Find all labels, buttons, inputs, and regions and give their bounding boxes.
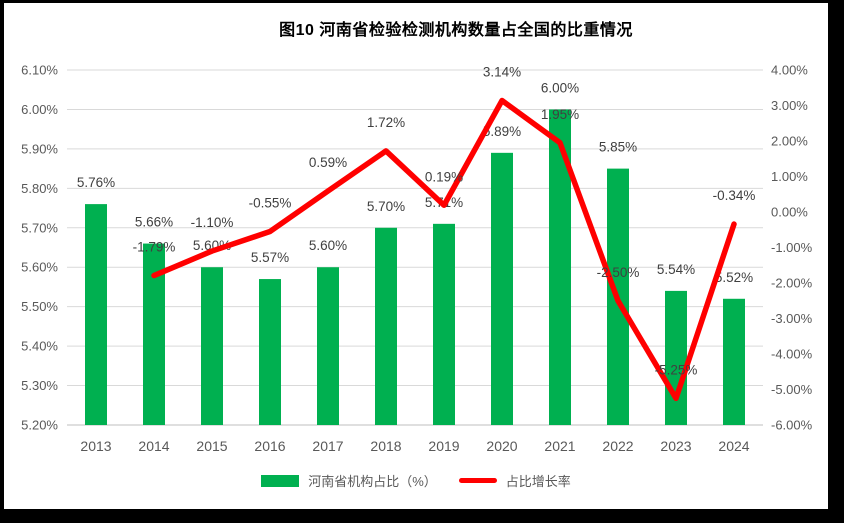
line-label-2019: 0.19% (425, 169, 463, 184)
line-label-2015: -1.10% (191, 215, 234, 230)
left-axis-tick: 5.40% (21, 339, 58, 354)
x-axis-label-2016: 2016 (254, 438, 285, 454)
x-axis-label-2013: 2013 (80, 438, 111, 454)
x-axis-label-2015: 2015 (196, 438, 227, 454)
x-axis-label-2023: 2023 (660, 438, 691, 454)
legend-line-label: 占比增长率 (505, 474, 571, 489)
right-axis-tick: 0.00% (771, 205, 808, 220)
line-label-2021: 1.95% (541, 107, 579, 122)
left-axis-tick: 5.20% (21, 418, 58, 433)
right-axis-tick: -4.00% (771, 347, 813, 362)
bar-2015 (201, 267, 223, 425)
bar-2021 (549, 109, 571, 425)
line-label-2023: -5.25% (655, 362, 698, 377)
bar-label-2017: 5.60% (309, 238, 347, 253)
bar-2019 (433, 223, 455, 425)
left-axis-tick: 5.30% (21, 378, 58, 393)
right-axis-tick: -1.00% (771, 240, 813, 255)
bar-label-2022: 5.85% (599, 140, 637, 155)
legend-bar-label: 河南省机构占比（%） (308, 474, 437, 489)
bar-2017 (317, 267, 339, 425)
plot-area: 6.10% 6.00% 5.90% 5.80% 5.70% 5.60% 5.50% 5.40%… (21, 63, 813, 455)
bar-2024 (723, 298, 745, 425)
line-label-2018: 1.72% (367, 115, 405, 130)
x-axis-label-2024: 2024 (718, 438, 749, 454)
left-axis-tick: 6.00% (21, 102, 58, 117)
line-label-2024: -0.34% (713, 188, 756, 203)
line-label-2017: 0.59% (309, 155, 347, 170)
bar-label-2024: 5.52% (715, 270, 753, 285)
x-axis-label-2021: 2021 (544, 438, 575, 454)
right-axis-tick: 1.00% (771, 169, 808, 184)
left-axis-tick: 6.10% (21, 63, 58, 78)
bar-label-2023: 5.54% (657, 262, 695, 277)
left-axis-tick: 5.80% (21, 181, 58, 196)
legend-bar-swatch (261, 474, 300, 487)
bar-label-2013: 5.76% (77, 175, 115, 190)
bar-2013 (85, 204, 107, 425)
right-axis-tick: 2.00% (771, 134, 808, 149)
legend: 河南省机构占比（%） 占比增长率 (4, 471, 828, 490)
bar-label-2014: 5.66% (135, 215, 173, 230)
right-axis-tick: -2.00% (771, 276, 813, 291)
x-axis-label-2022: 2022 (602, 438, 633, 454)
x-axis-label-2018: 2018 (370, 438, 401, 454)
line-label-2014: -1.79% (133, 240, 176, 255)
bar-label-2018: 5.70% (367, 199, 405, 214)
right-axis-tick: 4.00% (771, 63, 808, 78)
right-axis-tick: -5.00% (771, 382, 813, 397)
bar-2014 (143, 243, 165, 425)
bar-label-2021: 6.00% (541, 80, 579, 95)
bar-2020 (491, 152, 513, 426)
growth-line (151, 97, 737, 402)
right-axis-tick: -3.00% (771, 311, 813, 326)
left-axis-tick: 5.70% (21, 220, 58, 235)
bar-2023 (665, 290, 687, 425)
legend-line-swatch (458, 478, 497, 483)
line-label-2016: -0.55% (249, 196, 292, 211)
line-label-2020: 3.14% (483, 65, 521, 80)
x-axis-label-2014: 2014 (138, 438, 169, 454)
bar-2018 (375, 227, 397, 425)
x-axis-label-2017: 2017 (312, 438, 343, 454)
bar-label-2016: 5.57% (251, 250, 289, 265)
left-axis-tick: 5.50% (21, 299, 58, 314)
bar-2016 (259, 279, 281, 425)
chart-title: 图10 河南省检验检测机构数量占全国的比重情况 (279, 22, 633, 39)
left-axis-tick: 5.90% (21, 141, 58, 156)
x-axis-label-2020: 2020 (486, 438, 517, 454)
right-axis-tick: -6.00% (771, 418, 813, 433)
right-axis-tick: 3.00% (771, 98, 808, 113)
bar-label-2020: 5.89% (483, 124, 521, 139)
x-axis-label-2019: 2019 (428, 438, 459, 454)
line-label-2022: -2.50% (597, 265, 640, 280)
left-axis-tick: 5.60% (21, 260, 58, 275)
